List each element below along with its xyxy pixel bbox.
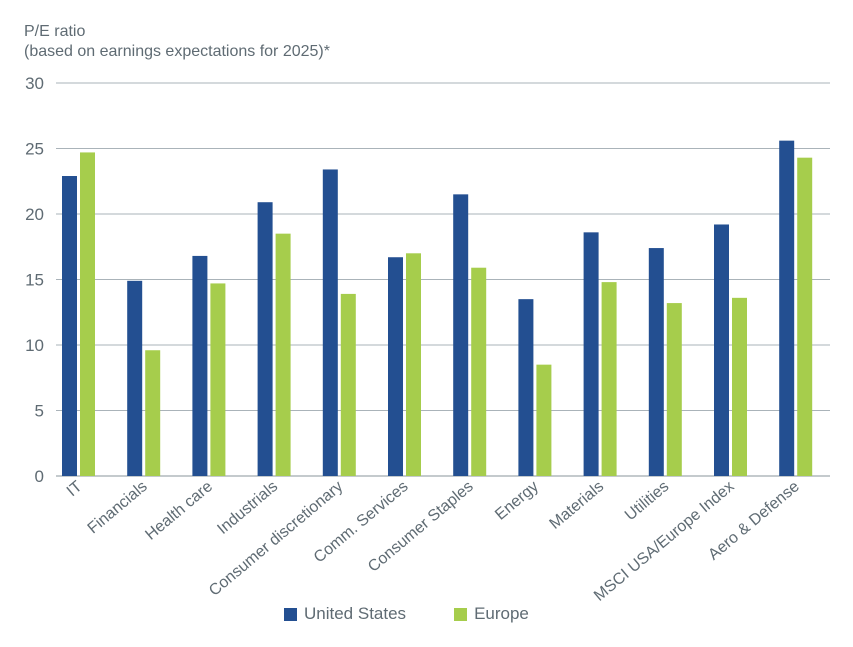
bar-us — [127, 280, 143, 476]
legend-label-europe: Europe — [474, 604, 529, 623]
y-tick-label: 10 — [25, 336, 44, 355]
x-tick-label: Energy — [492, 478, 542, 524]
legend-label-us: United States — [304, 604, 407, 623]
bar-europe — [601, 282, 617, 476]
legend-item-europe: Europe — [454, 604, 529, 624]
x-tick-label: Health care — [142, 478, 216, 544]
legend-item-us: United States — [284, 604, 406, 624]
bar-europe — [210, 283, 226, 476]
y-tick-label: 20 — [25, 205, 44, 224]
y-axis-title-line1: P/E ratio — [24, 23, 86, 40]
x-tick-label: Industrials — [214, 478, 281, 538]
bar-us — [192, 255, 208, 476]
bar-europe — [536, 364, 552, 476]
legend-swatch-us — [284, 607, 297, 621]
legend-swatch-europe — [454, 607, 468, 621]
bar-us — [583, 232, 599, 476]
bar-us — [648, 248, 664, 476]
y-tick-label: 25 — [25, 140, 44, 159]
y-axis-title-line2: (based on earnings expectations for 2025… — [24, 43, 330, 60]
bar-europe — [666, 303, 682, 476]
bar-europe — [406, 253, 421, 476]
x-tick-label: Materials — [547, 478, 608, 533]
y-tick-label: 0 — [35, 467, 44, 486]
x-tick-label: Consumer discretionary — [206, 478, 346, 600]
legend: United States Europe — [284, 604, 577, 624]
bar-us — [714, 224, 729, 476]
bar-us — [518, 299, 534, 476]
bar-us — [322, 169, 338, 476]
bar-europe — [340, 293, 356, 476]
y-tick-label: 15 — [25, 271, 44, 290]
bar-europe — [275, 233, 291, 476]
bar-us — [453, 194, 469, 476]
x-tick-label: IT — [64, 478, 86, 500]
bar-europe — [80, 152, 95, 476]
bar-us — [388, 257, 403, 476]
x-tick-label: Utilities — [622, 478, 672, 524]
bar-europe — [797, 157, 813, 477]
y-tick-label: 30 — [25, 74, 44, 93]
bar-europe — [145, 350, 161, 476]
y-tick-label: 5 — [35, 402, 44, 421]
bar-us — [62, 176, 77, 476]
bar-us — [779, 140, 795, 476]
y-axis-title: P/E ratio (based on earnings expectation… — [24, 22, 330, 62]
bar-us — [257, 202, 273, 476]
x-tick-label: Financials — [85, 478, 151, 537]
bar-europe — [732, 297, 747, 476]
bar-europe — [471, 267, 487, 476]
